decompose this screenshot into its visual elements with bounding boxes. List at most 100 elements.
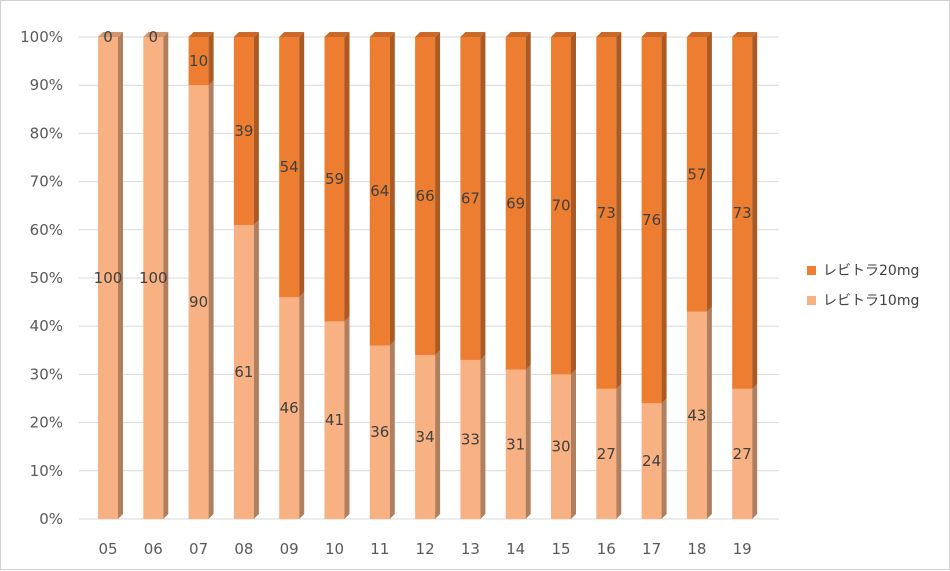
bar-segment [641,403,662,519]
x-tick-label: 11 [370,540,389,558]
legend-swatch [807,266,816,275]
bar-segment [369,345,390,519]
bar-segment [369,37,390,346]
data-label: 61 [234,363,253,381]
bar-segment [233,37,254,225]
data-label: 90 [189,293,208,311]
bar-segment-top [596,32,622,37]
bar-segment-side [616,383,622,519]
bar-segment [279,297,300,519]
bar-segment-side [253,32,259,225]
data-label: 73 [597,204,616,222]
data-label: 76 [642,211,661,229]
x-tick-label: 08 [234,540,253,558]
bar-segment [460,359,481,519]
bar-segment-side [480,354,486,519]
bar-segment [188,85,209,519]
data-label: 33 [461,430,480,448]
data-label: 66 [416,187,435,205]
data-label: 46 [280,399,299,417]
bar-segment [415,37,436,356]
x-tick-label: 14 [506,540,525,558]
data-label: 34 [416,428,435,446]
data-label: 69 [506,194,525,212]
x-tick-label: 12 [416,540,435,558]
bar-segment-side [525,32,531,370]
bar-segment-side [299,32,305,298]
data-label: 64 [370,182,389,200]
legend-entry: レビトラ10mg [823,293,919,309]
bar-segment [505,369,526,519]
bar-segment-side [163,32,169,519]
bar-segment-side [389,340,395,519]
x-tick-label: 15 [551,540,570,558]
bar-segment-side [616,32,622,389]
bar-segment-side [118,32,123,519]
bar-segment-top [415,32,441,37]
bar-segment [551,37,571,375]
y-tick-label: 0% [39,510,63,528]
bar-segment-top [98,32,123,37]
data-label: 70 [551,197,570,215]
bar-segment-side [752,32,758,389]
bar-segment-top [188,32,214,37]
bar-segment [460,37,481,360]
bar-segment-side [571,369,576,519]
y-tick-label: 20% [30,414,63,432]
data-label: 10 [189,52,208,70]
bar-segment-side [525,364,531,519]
bar-segment [732,37,753,389]
data-label: 43 [687,406,706,424]
legend: レビトラ20mg レビトラ10mg [807,263,919,309]
bar-segment-side [299,292,305,519]
x-tick-label: 18 [687,540,706,558]
data-label: 41 [325,411,344,429]
x-tick-label: 07 [189,540,208,558]
bar-segment-top [324,32,350,37]
bar-segment-side [253,219,259,520]
x-axis-tick-labels: 05 06 07 08 09 10 11 12 13 14 15 16 17 18 19 [98,540,751,558]
bar-segment-top [143,32,169,37]
data-label: 100 [139,269,168,287]
data-label: 73 [733,204,752,222]
y-tick-label: 70% [30,173,63,191]
bar-segment [143,37,164,519]
x-tick-label: 13 [461,540,480,558]
bar-segment-side [661,32,667,404]
bar-segment [686,311,707,519]
bar-segment-top [505,32,531,37]
bar-segment [324,321,345,519]
bar-segment-top [641,32,667,37]
data-label: 0 [103,28,113,46]
bar-segment [596,388,617,519]
bar-segment [505,37,526,370]
bar-segment-side [208,80,214,519]
bar-segment-side [344,316,350,519]
bar-segment-side [344,32,350,322]
bar-segment-side [389,32,395,346]
y-tick-label: 60% [30,221,63,239]
bar-segment-side [752,383,758,519]
x-tick-label: 06 [144,540,163,558]
data-label: 30 [551,438,570,456]
y-tick-label: 30% [30,365,63,383]
bar-segment-top [369,32,395,37]
bar-segment [233,224,254,520]
data-label: 39 [234,122,253,140]
legend-swatch [807,296,816,305]
bar-segment [732,388,753,519]
bar-segment [686,37,707,312]
bar-segment [279,37,300,298]
bar-segment-top [233,32,259,37]
bar-segment-side [706,306,712,519]
bar-segment-side [480,32,486,360]
data-label: 24 [642,452,661,470]
bar-segment [641,37,662,404]
legend-entry: レビトラ20mg [823,263,919,279]
data-label: 31 [506,435,525,453]
data-label: 27 [597,445,616,463]
bar-segment [324,37,345,322]
data-label: 54 [280,158,299,176]
data-label: 27 [733,445,752,463]
x-tick-label: 16 [597,540,616,558]
